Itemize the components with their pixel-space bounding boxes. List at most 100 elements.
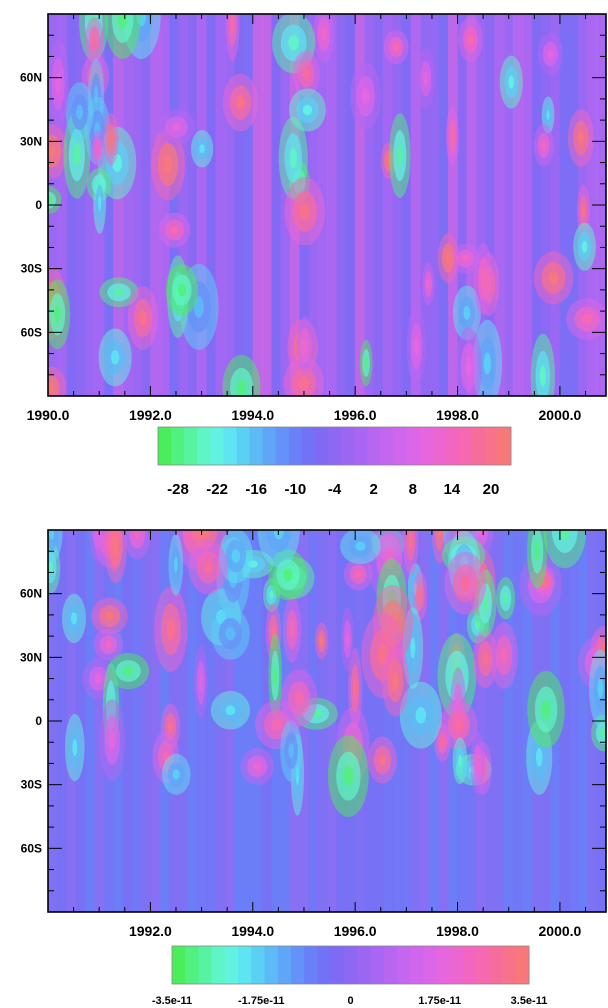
field-blob <box>99 699 126 782</box>
field-blob <box>340 530 381 565</box>
field-blob <box>157 108 196 146</box>
field-stripe <box>503 530 514 912</box>
field-stripe <box>345 14 356 396</box>
colorbar-frame <box>157 426 512 466</box>
x-tick-label: 1996.0 <box>334 923 377 939</box>
field-blob <box>446 107 459 166</box>
field-blob <box>257 530 300 568</box>
colorbar-swatch <box>185 946 199 984</box>
colorbar-swatch <box>357 946 371 984</box>
field-stripe <box>336 14 347 396</box>
colorbar-swatch <box>393 427 407 465</box>
colorbar-swatch <box>341 427 355 465</box>
field-stripe <box>75 14 87 396</box>
field-blob <box>422 262 435 306</box>
field-stripe <box>522 14 533 396</box>
colorbar-label: 3.5e-11 <box>511 995 548 1007</box>
field-blob <box>367 736 397 784</box>
x-tick-label: 1998.0 <box>436 407 479 423</box>
field-blob <box>48 124 68 179</box>
field-stripe <box>327 14 338 396</box>
field-stripe <box>85 530 96 912</box>
y-tick-label: 60S <box>21 325 42 339</box>
field-blob <box>533 251 574 305</box>
field-blob <box>240 748 275 785</box>
field-blob <box>61 593 87 644</box>
field-stripe <box>234 14 245 396</box>
y-tick-label: 60S <box>21 841 42 855</box>
colorbar-swatch <box>277 946 292 984</box>
field-blob <box>48 279 71 350</box>
field-blob <box>406 307 427 386</box>
colorbar-swatch <box>327 427 342 465</box>
field-blob <box>541 96 555 134</box>
colorbar-1: -28 -22 -16 -10 -4 2 8 14 20 <box>157 426 512 498</box>
colorbar-swatch <box>275 427 290 465</box>
field-stripe <box>66 14 77 396</box>
field-blob <box>350 62 382 131</box>
field-blob <box>85 16 104 64</box>
field-blob <box>416 48 435 109</box>
field-stripe <box>113 14 124 396</box>
field-stripe <box>559 14 570 396</box>
colorbar-swatch <box>497 427 512 465</box>
field-blob <box>389 113 411 199</box>
field-stripe <box>522 530 533 912</box>
field-stripe <box>252 14 263 396</box>
field-blob <box>154 586 188 673</box>
colorbar-swatch <box>211 946 226 984</box>
field-stripe <box>494 14 505 396</box>
colorbar-frame <box>171 945 530 985</box>
field-blob <box>107 652 150 690</box>
field-blob <box>543 530 587 569</box>
colorbar-swatch <box>354 427 368 465</box>
colorbar-label: 14 <box>444 481 461 498</box>
colorbar-swatch <box>251 946 266 984</box>
field-blob <box>284 177 325 246</box>
y-axis-labels: 60N 30N 0 30S 60S <box>20 71 42 340</box>
field-blob <box>211 607 250 660</box>
y-tick-label: 60N <box>20 71 42 85</box>
field-blob <box>455 327 482 396</box>
colorbar-label: -28 <box>167 481 189 498</box>
field-stripe <box>438 14 449 396</box>
field-blob <box>222 73 259 132</box>
field-blob <box>472 629 498 689</box>
field-stripe <box>187 14 198 396</box>
field-stripe <box>420 14 431 396</box>
field-blob <box>537 33 563 75</box>
field-stripe <box>75 530 87 912</box>
colorbar-swatch <box>301 427 316 465</box>
y-tick-label: 30S <box>21 778 42 792</box>
field-blob <box>93 628 124 661</box>
colorbar-swatch <box>210 427 224 465</box>
field-stripe <box>364 14 375 396</box>
colorbar-swatch <box>370 946 385 984</box>
field-blob <box>403 530 419 574</box>
field-blob <box>210 690 251 730</box>
colorbar-swatch <box>423 946 437 984</box>
colorbar-swatch <box>262 427 277 465</box>
colorbar-label: -3.5e-11 <box>152 995 192 1007</box>
colorbar-swatch <box>502 946 517 984</box>
x-tick-label: 1994.0 <box>231 407 274 423</box>
field-stripe <box>178 14 189 396</box>
field-blob <box>399 681 442 749</box>
heatmap-panel-2: 60N 30N 0 30S 60S 1992.0 1994.0 1996.0 1998.0 20… <box>20 529 607 939</box>
colorbar-swatch <box>291 946 305 984</box>
field-blob <box>91 597 128 635</box>
field-blob <box>437 233 459 283</box>
field-blob <box>412 571 428 621</box>
field-blob <box>567 109 595 167</box>
y-tick-label: 30S <box>21 262 42 276</box>
field-stripe <box>373 14 384 396</box>
colorbar-swatch <box>436 946 451 984</box>
field-stripe <box>103 14 115 396</box>
colorbar-swatch <box>304 946 318 984</box>
field-stripe <box>466 14 477 396</box>
field-stripe <box>187 530 198 912</box>
field-blob <box>297 315 313 374</box>
field-stripe <box>410 14 421 396</box>
field-blob <box>222 354 261 396</box>
field-blob <box>533 124 554 167</box>
